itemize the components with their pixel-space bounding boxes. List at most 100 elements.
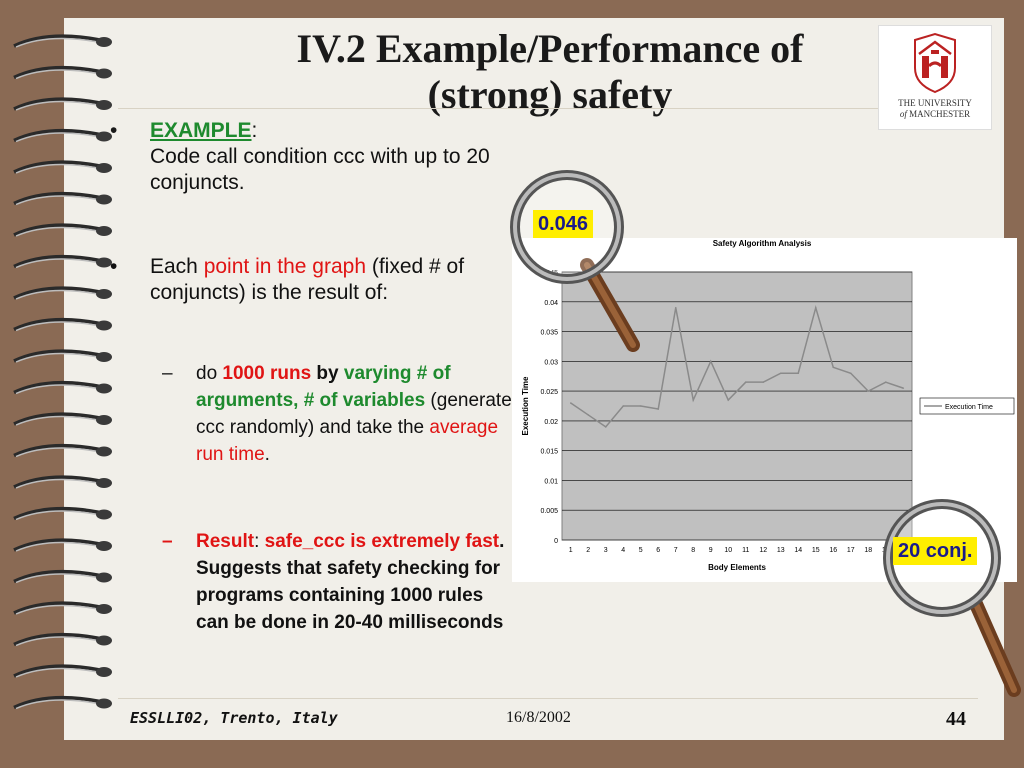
title-line-1: IV.2 Example/Performance of: [296, 26, 804, 71]
logo-line-1: THE UNIVERSITY: [898, 98, 972, 108]
data-point: [587, 414, 590, 416]
x-tick-label: 12: [759, 547, 767, 554]
data-point: [762, 381, 765, 383]
sub-bullet-result: – Result: safe_ccc is extremely fast. Su…: [110, 528, 514, 636]
footer-date: 16/8/2002: [506, 709, 571, 726]
example-text: Code call condition ccc with up to 20 co…: [150, 145, 490, 194]
y-tick-label: 0: [554, 538, 558, 545]
spiral-ring-icon: [13, 65, 112, 80]
spiral-binding: [13, 34, 112, 710]
spiral-ring-icon: [13, 286, 112, 300]
spiral-ring-icon: [13, 601, 112, 615]
spiral-ring-icon: [13, 160, 112, 174]
x-tick-label: 15: [812, 547, 820, 554]
spiral-ring-icon: [13, 349, 112, 363]
y-tick-label: 0.03: [544, 359, 558, 366]
y-tick-label: 0.04: [544, 300, 558, 307]
x-tick-label: 13: [777, 547, 785, 554]
y-tick-label: 0.025: [540, 389, 558, 396]
data-point: [692, 399, 695, 401]
spiral-ring-icon: [13, 317, 112, 332]
x-tick-label: 16: [829, 547, 837, 554]
sub-bullet-runs: – do 1000 runs by varying # of arguments…: [110, 360, 514, 468]
example-colon: :: [251, 119, 258, 142]
data-point: [832, 366, 835, 369]
spiral-ring-icon: [13, 223, 112, 237]
slide-title: IV.2 Example/Performance of (strong) saf…: [230, 26, 870, 118]
data-point: [902, 387, 905, 389]
data-point: [814, 306, 817, 309]
magnifier-bottom-icon: [883, 499, 1021, 697]
data-point: [744, 381, 747, 383]
data-point: [727, 399, 730, 401]
data-point: [867, 390, 870, 392]
legend-box: [919, 397, 1015, 415]
data-point: [709, 360, 712, 363]
logo-line-2: of MANCHESTER: [879, 109, 991, 119]
spiral-ring-icon: [13, 191, 112, 206]
runs-end: .: [264, 444, 270, 465]
x-tick-label: 3: [604, 547, 608, 554]
spiral-ring-icon: [13, 443, 112, 458]
y-tick-label: 0.005: [540, 508, 558, 515]
runs-mid: (generate ccc randomly) and take the: [196, 390, 512, 438]
x-tick-label: 10: [724, 547, 732, 554]
legend-label: Execution Time: [945, 404, 993, 411]
bullet-dot: •: [110, 255, 118, 278]
x-tick-label: 4: [621, 547, 625, 554]
data-point: [569, 402, 572, 404]
x-tick-label: 11: [742, 547, 749, 554]
result-label: Result: [196, 531, 255, 552]
spiral-ring-icon: [13, 664, 112, 678]
data-point: [604, 426, 607, 428]
x-tick-label: 7: [674, 547, 678, 554]
point-in-graph: point in the graph: [203, 255, 366, 278]
spiral-ring-icon: [13, 632, 112, 647]
y-tick-label: 0.015: [540, 449, 558, 456]
spiral-ring-icon: [13, 695, 112, 710]
data-point: [622, 405, 625, 407]
logo-of: of: [899, 109, 907, 119]
callout-bottom-value: 20 conj.: [893, 537, 978, 565]
y-tick-label: 0.035: [540, 330, 558, 337]
data-point: [797, 372, 800, 375]
spiral-ring-icon: [13, 475, 112, 489]
spiral-ring-icon: [13, 254, 112, 269]
y-tick-label: 0.02: [544, 419, 558, 426]
chart-container: 00.0050.010.0150.020.0250.030.0350.040.0…: [512, 238, 1017, 582]
chart-svg: 00.0050.010.0150.020.0250.030.0350.040.0…: [521, 239, 1015, 572]
data-point: [779, 372, 782, 375]
spiral-ring-icon: [13, 506, 112, 521]
each-post: (fixed # of conjuncts) is the result of:: [150, 255, 465, 304]
bullet-dot: •: [110, 119, 118, 142]
x-axis-label: Body Elements: [708, 563, 766, 572]
x-tick-label: 2: [586, 547, 590, 554]
spiral-ring-icon: [13, 97, 112, 111]
spiral-ring-icon: [13, 412, 112, 426]
each-pre: Each: [150, 255, 204, 278]
sub-dash: –: [162, 531, 173, 552]
spiral-ring-icon: [13, 569, 112, 584]
runs-varying: varying # of arguments, # of variables: [196, 363, 451, 411]
result-rest: . Suggests that safety checking for prog…: [196, 531, 505, 633]
title-line-2: (strong) safety: [427, 72, 673, 117]
result-fast: safe_ccc is extremely fast: [264, 531, 500, 552]
example-label: EXAMPLE: [150, 119, 252, 142]
chart-title: Safety Algorithm Analysis: [713, 239, 812, 248]
x-tick-label: 1: [569, 547, 573, 554]
magnifier-top-icon: [510, 170, 640, 352]
logo-manchester: MANCHESTER: [909, 109, 971, 119]
footer-venue: ESSLLI02, Trento, Italy: [130, 709, 338, 727]
result-colon: :: [254, 531, 265, 552]
spiral-ring-icon: [13, 34, 112, 48]
spiral-ring-icon: [13, 380, 112, 395]
data-point: [639, 405, 642, 407]
runs-average: average run time: [196, 417, 499, 465]
runs-do: do: [196, 363, 223, 384]
data-point: [674, 306, 677, 309]
y-axis-label: Execution Time: [521, 376, 530, 436]
runs-count: 1000 runs: [222, 363, 312, 384]
runs-by: by: [311, 363, 344, 384]
university-logo: THE UNIVERSITY of MANCHESTER: [878, 25, 992, 130]
data-point: [849, 372, 852, 375]
